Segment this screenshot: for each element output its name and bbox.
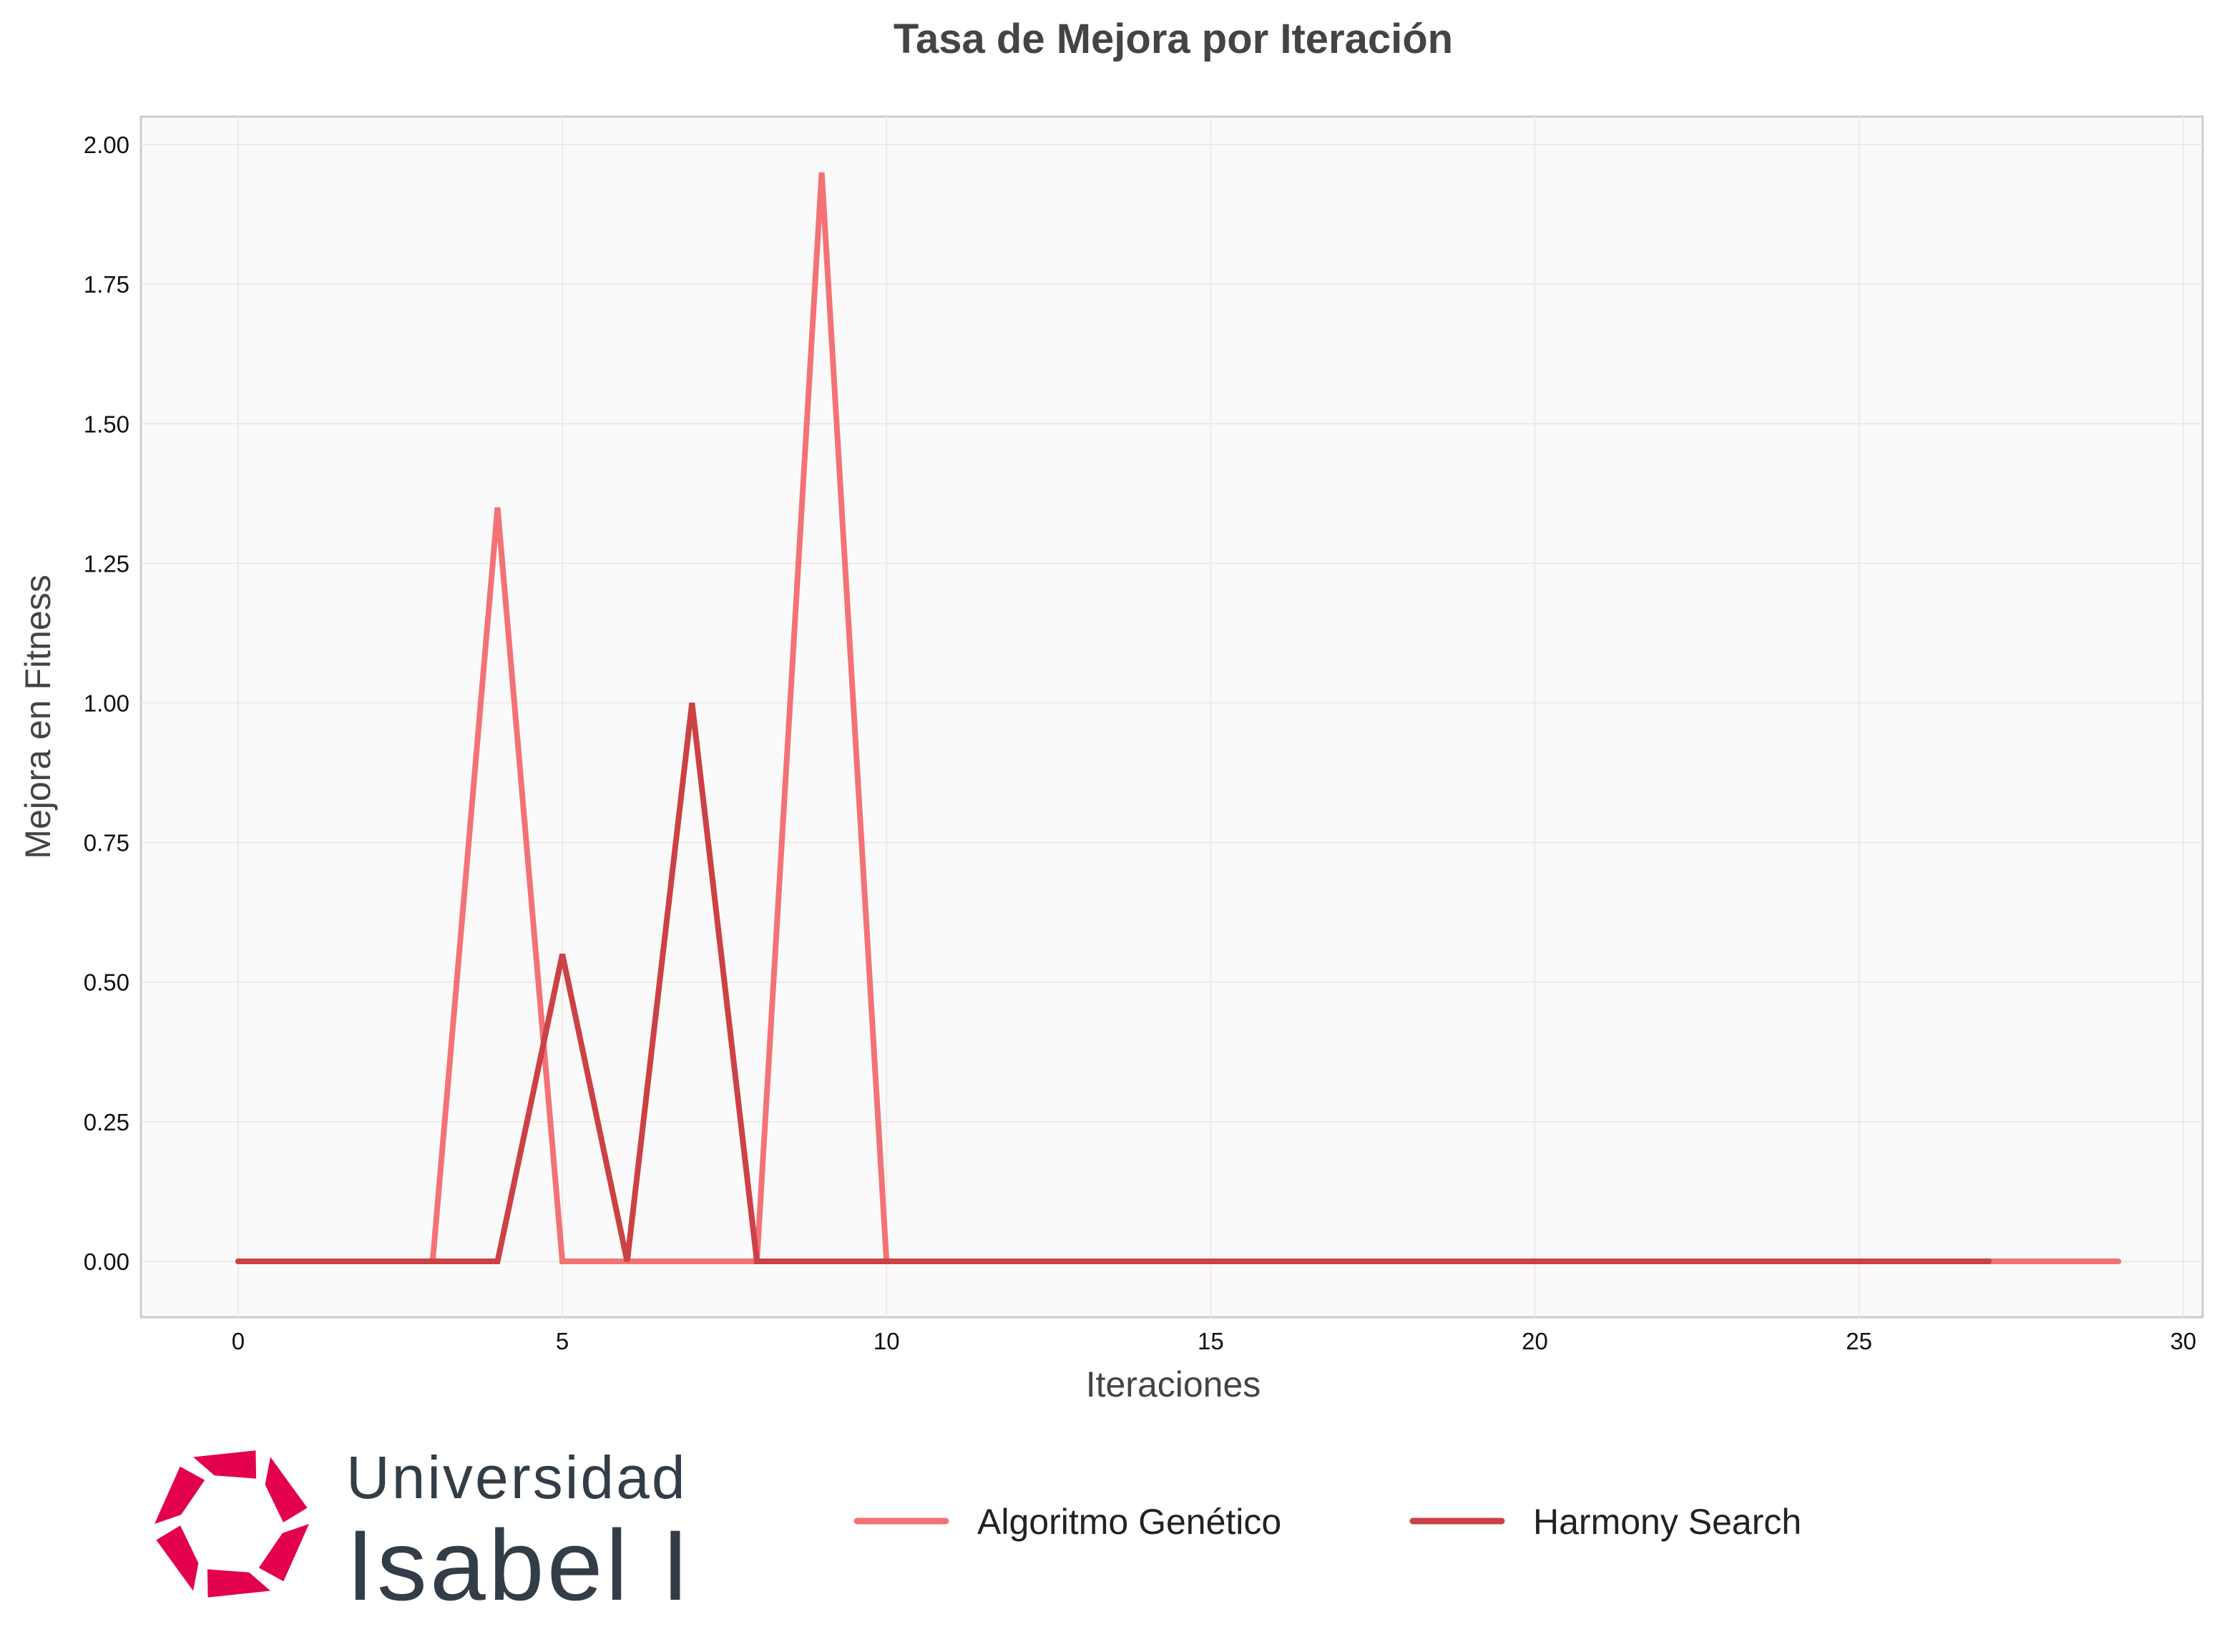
x-tick-label: 25 <box>1846 1328 1872 1354</box>
y-tick-label: 1.50 <box>84 411 129 437</box>
y-tick-label: 0.75 <box>84 830 129 856</box>
y-tick-label: 1.75 <box>84 271 129 298</box>
x-tick-label: 10 <box>873 1328 900 1354</box>
plot-area <box>140 115 2204 1319</box>
grid <box>141 117 2203 1317</box>
legend-label: Algoritmo Genético <box>977 1502 1281 1542</box>
logo-mark-segment <box>156 1525 199 1591</box>
y-axis-ticks: 0.00 0.25 0.50 0.75 1.00 1.25 1.50 1.75 2.00 <box>84 132 129 1275</box>
legend-label: Harmony Search <box>1533 1502 1801 1542</box>
x-axis-label: Iteraciones <box>1086 1364 1261 1404</box>
logo-text-line2: Isabel I <box>346 1509 692 1621</box>
series-layer <box>235 172 2122 1264</box>
university-logo-mark-icon <box>155 1450 309 1598</box>
legend-item-2: Harmony Search <box>1409 1502 1801 1542</box>
y-tick-label: 0.25 <box>84 1109 129 1135</box>
logo-text-line1: Universidad <box>346 1444 687 1511</box>
logo-mark-segment <box>258 1524 309 1582</box>
x-tick-label: 20 <box>1522 1328 1548 1354</box>
x-tick-label: 0 <box>232 1328 245 1354</box>
x-tick-label: 15 <box>1198 1328 1224 1354</box>
legend-item-1: Algoritmo Genético <box>853 1502 1281 1542</box>
y-tick-label: 2.00 <box>84 132 129 158</box>
legend: Algoritmo Genético Harmony Search <box>853 1502 1801 1542</box>
x-tick-label: 30 <box>2170 1328 2196 1354</box>
chart-title: Tasa de Mejora por Iteración <box>894 16 1453 62</box>
y-axis-label: Mejora en Fitness <box>18 575 58 859</box>
logo-mark-segment <box>193 1450 257 1479</box>
y-tick-label: 1.25 <box>84 550 129 577</box>
x-tick-label: 5 <box>556 1328 569 1354</box>
series-line-2 <box>235 703 1992 1264</box>
university-logo: Universidad Isabel I <box>155 1444 692 1621</box>
x-axis-ticks: 0 5 10 15 20 25 30 <box>232 1328 2196 1354</box>
y-tick-label: 1.00 <box>84 690 129 716</box>
logo-mark-segment <box>207 1569 270 1598</box>
logo-mark-segment <box>155 1466 205 1524</box>
y-tick-label: 0.50 <box>84 969 129 996</box>
y-tick-label: 0.00 <box>84 1248 129 1275</box>
logo-mark-segment <box>265 1457 308 1523</box>
